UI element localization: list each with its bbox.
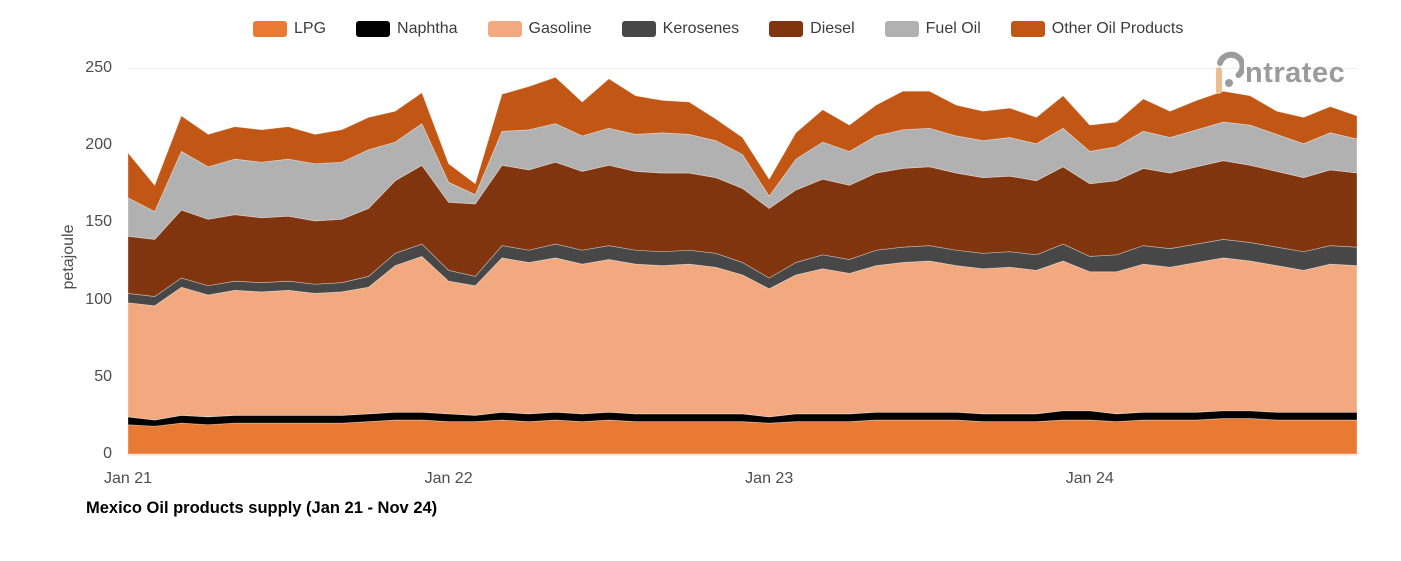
intratec-logo: ntratec: [1208, 49, 1345, 96]
legend-swatch-fuel-oil-icon: [884, 21, 919, 37]
legend-swatch-kerosenes-icon: [621, 21, 656, 37]
legend-item-gasoline[interactable]: Gasoline: [487, 20, 592, 38]
legend-swatch-gasoline-icon: [487, 21, 522, 37]
legend-label: Gasoline: [528, 20, 592, 37]
legend-label: LPG: [294, 20, 327, 37]
legend-swatch-other-oil-products-icon: [1010, 21, 1045, 37]
legend-item-diesel[interactable]: Diesel: [769, 20, 855, 38]
y-tick-150: 150: [85, 213, 112, 231]
legend-swatch-diesel-icon: [769, 21, 804, 37]
legend-label: Other Oil Products: [1051, 20, 1184, 37]
legend: LPG Naphtha Gasoline Kerosenes Diesel Fuel Oi…: [253, 20, 1183, 38]
y-tick-100: 100: [85, 290, 112, 308]
area-lpg: [127, 418, 1358, 455]
legend-item-lpg[interactable]: LPG: [253, 20, 326, 38]
chart-title: Mexico Oil products supply (Jan 21 - Nov…: [86, 499, 438, 517]
intratec-logo-i-icon: [1216, 51, 1244, 94]
legend-label: Kerosenes: [662, 20, 740, 37]
legend-item-other-oil-products[interactable]: Other Oil Products: [1010, 20, 1184, 38]
area-other-oil-products: [127, 76, 1358, 213]
y-tick-0: 0: [103, 445, 112, 462]
y-tick-50: 50: [94, 367, 112, 385]
legend-swatch-naphtha-icon: [356, 21, 391, 37]
y-tick-200: 200: [85, 136, 112, 154]
legend-label: Naphtha: [397, 20, 458, 37]
logo-text: ntratec: [1245, 57, 1346, 89]
legend-item-fuel-oil[interactable]: Fuel Oil: [884, 20, 981, 38]
x-tick-jan-24: Jan 24: [1065, 470, 1114, 487]
x-tick-jan-22: Jan 22: [424, 470, 473, 487]
legend-item-kerosenes[interactable]: Kerosenes: [621, 20, 740, 38]
legend-swatch-lpg-icon: [253, 21, 287, 37]
legend-item-naphtha[interactable]: Naphtha: [356, 20, 458, 38]
x-tick-jan-23: Jan 23: [745, 470, 794, 487]
y-tick-250: 250: [85, 59, 112, 76]
legend-label: Diesel: [810, 20, 855, 37]
legend-label: Fuel Oil: [925, 20, 981, 37]
y-axis-title: petajoule: [60, 224, 77, 290]
x-tick-jan-21: Jan 21: [103, 470, 153, 487]
